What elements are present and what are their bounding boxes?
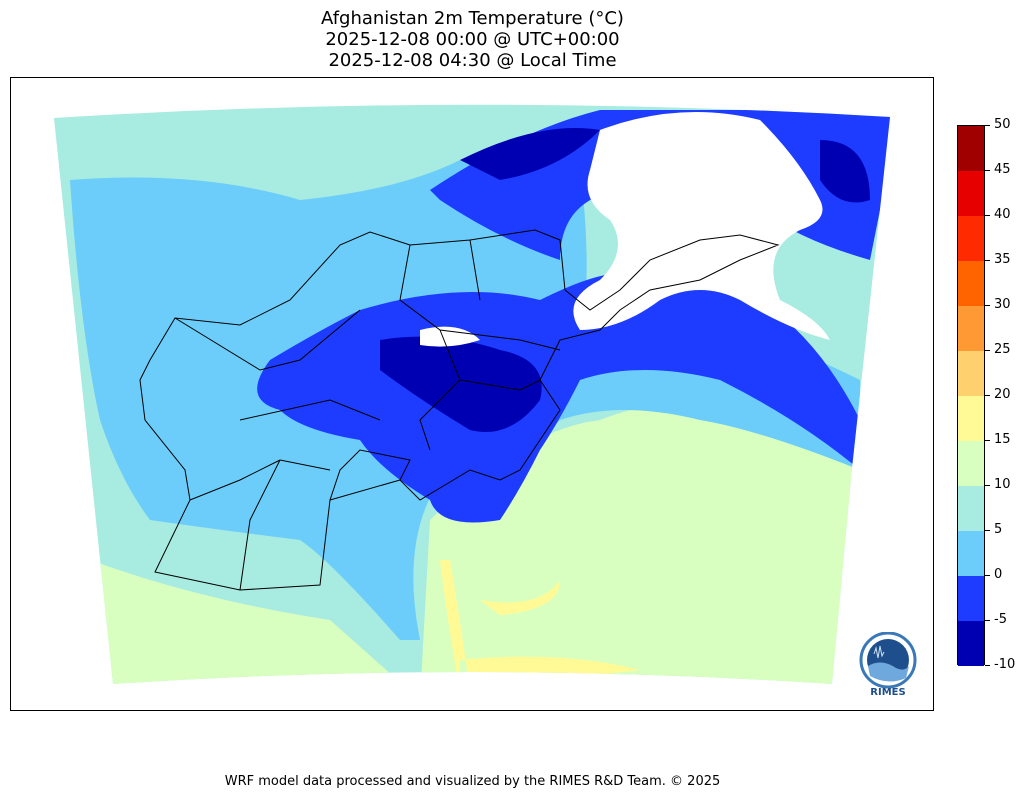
band-minus10-minus5 <box>380 128 870 432</box>
colorbar-tick <box>985 575 990 576</box>
colorbar-tick-label: 15 <box>994 432 1011 447</box>
colorbar-bin-25-30 <box>958 306 984 351</box>
colorbar-tick <box>985 440 990 441</box>
colorbar-bin-10-15 <box>958 441 984 486</box>
footer-credit: WRF model data processed and visualized … <box>224 774 721 789</box>
colorbar-tick <box>985 395 990 396</box>
colorbar-tick-label: 20 <box>994 387 1011 402</box>
colorbar-bin-15-20 <box>958 396 984 441</box>
colorbar-tick-label: -5 <box>994 612 1007 627</box>
title-line-3: 2025-12-08 04:30 @ Local Time <box>328 50 617 71</box>
colorbar-bin-minus5-0 <box>958 576 984 621</box>
title-line-2: 2025-12-08 00:00 @ UTC+00:00 <box>325 29 620 50</box>
colorbar-tick-label: 25 <box>994 342 1011 357</box>
colorbar-tick-label: 0 <box>994 567 1003 582</box>
band-10-15-southwest <box>90 560 420 684</box>
colorbar-tick-label: 45 <box>994 162 1011 177</box>
colorbar-tick <box>985 170 990 171</box>
colorbar-tick <box>985 215 990 216</box>
colorbar-bin-40-45 <box>958 171 984 216</box>
colorbar-tick <box>985 260 990 261</box>
colorbar-tick-label: 40 <box>994 207 1011 222</box>
svg-text:RIMES: RIMES <box>870 687 905 698</box>
colorbar-tick-label: 30 <box>994 297 1011 312</box>
colorbar-bin-45-50 <box>958 126 984 171</box>
colorbar-tick-label: 10 <box>994 477 1011 492</box>
rimes-logo: RIMES <box>859 632 917 698</box>
colorbar-tick <box>985 485 990 486</box>
colorbar-bin-minus10-minus5 <box>958 621 984 666</box>
colorbar-tick <box>985 620 990 621</box>
colorbar-bin-30-35 <box>958 261 984 306</box>
colorbar-bin-20-25 <box>958 351 984 396</box>
colorbar-tick <box>985 530 990 531</box>
colorbar-tick-label: 35 <box>994 252 1011 267</box>
colorbar-tick-label: 50 <box>994 117 1011 132</box>
colorbar-tick <box>985 125 990 126</box>
map-title: Afghanistan 2m Temperature (°C) 2025-12-… <box>0 8 945 71</box>
title-line-1: Afghanistan 2m Temperature (°C) <box>321 8 624 29</box>
colorbar-bin-0-5 <box>958 531 984 576</box>
colorbar-tick-label: -10 <box>994 657 1016 672</box>
snow-free-region <box>420 112 830 347</box>
colorbar-tick-label: 5 <box>994 522 1003 537</box>
colorbar-bin-5-10 <box>958 486 984 531</box>
afghanistan-border <box>139 229 780 591</box>
colorbar-tick <box>985 665 990 666</box>
colorbar-bin-35-40 <box>958 216 984 261</box>
band-minus5-0 <box>257 264 861 523</box>
colorbar-tick <box>985 305 990 306</box>
colorbar <box>957 125 985 666</box>
map-frame <box>10 77 934 711</box>
colorbar-tick <box>985 350 990 351</box>
band-10-15-southeast <box>420 400 860 684</box>
